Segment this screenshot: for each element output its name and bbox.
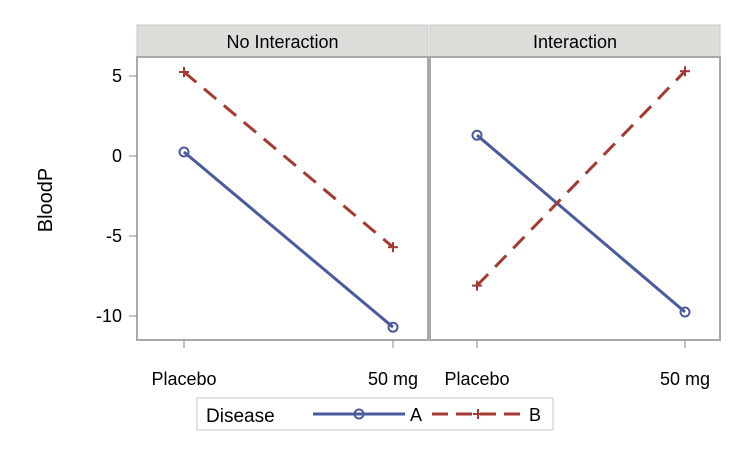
data-point-B [680, 66, 690, 77]
y-tick-label: 5 [112, 66, 122, 86]
panel-title: Interaction [533, 32, 617, 52]
series-line-B [475, 70, 687, 287]
legend-entry-B: B [529, 405, 541, 425]
panel-header [429, 24, 721, 58]
x-tick-label: Placebo [444, 369, 509, 389]
x-tick-label: Placebo [151, 369, 216, 389]
legend-marker-B [473, 409, 483, 419]
plot-area [429, 56, 721, 341]
series-line-A [476, 134, 686, 314]
data-point-A [178, 146, 190, 158]
data-point-A [387, 321, 399, 333]
data-point-B [179, 67, 189, 77]
y-tick-label: -5 [106, 226, 122, 246]
legend-entry-A: A [410, 405, 422, 425]
y-tick-label: 0 [112, 146, 122, 166]
data-point-A [471, 129, 483, 141]
x-tick-label: 50 mg [368, 369, 418, 389]
panel-title: No Interaction [226, 32, 338, 52]
y-tick-label: -10 [96, 306, 122, 326]
y-axis-label: BloodP [35, 168, 57, 233]
x-tick-label: 50 mg [660, 369, 710, 389]
legend-title: Disease [206, 406, 275, 427]
series-line-B [183, 70, 394, 249]
panel-header [136, 24, 429, 58]
series-line-A [183, 150, 394, 329]
data-point-B [472, 280, 482, 291]
data-point-A [679, 306, 691, 318]
plot-area [136, 56, 429, 341]
data-point-B [388, 242, 398, 253]
legend-marker-A [353, 408, 365, 420]
